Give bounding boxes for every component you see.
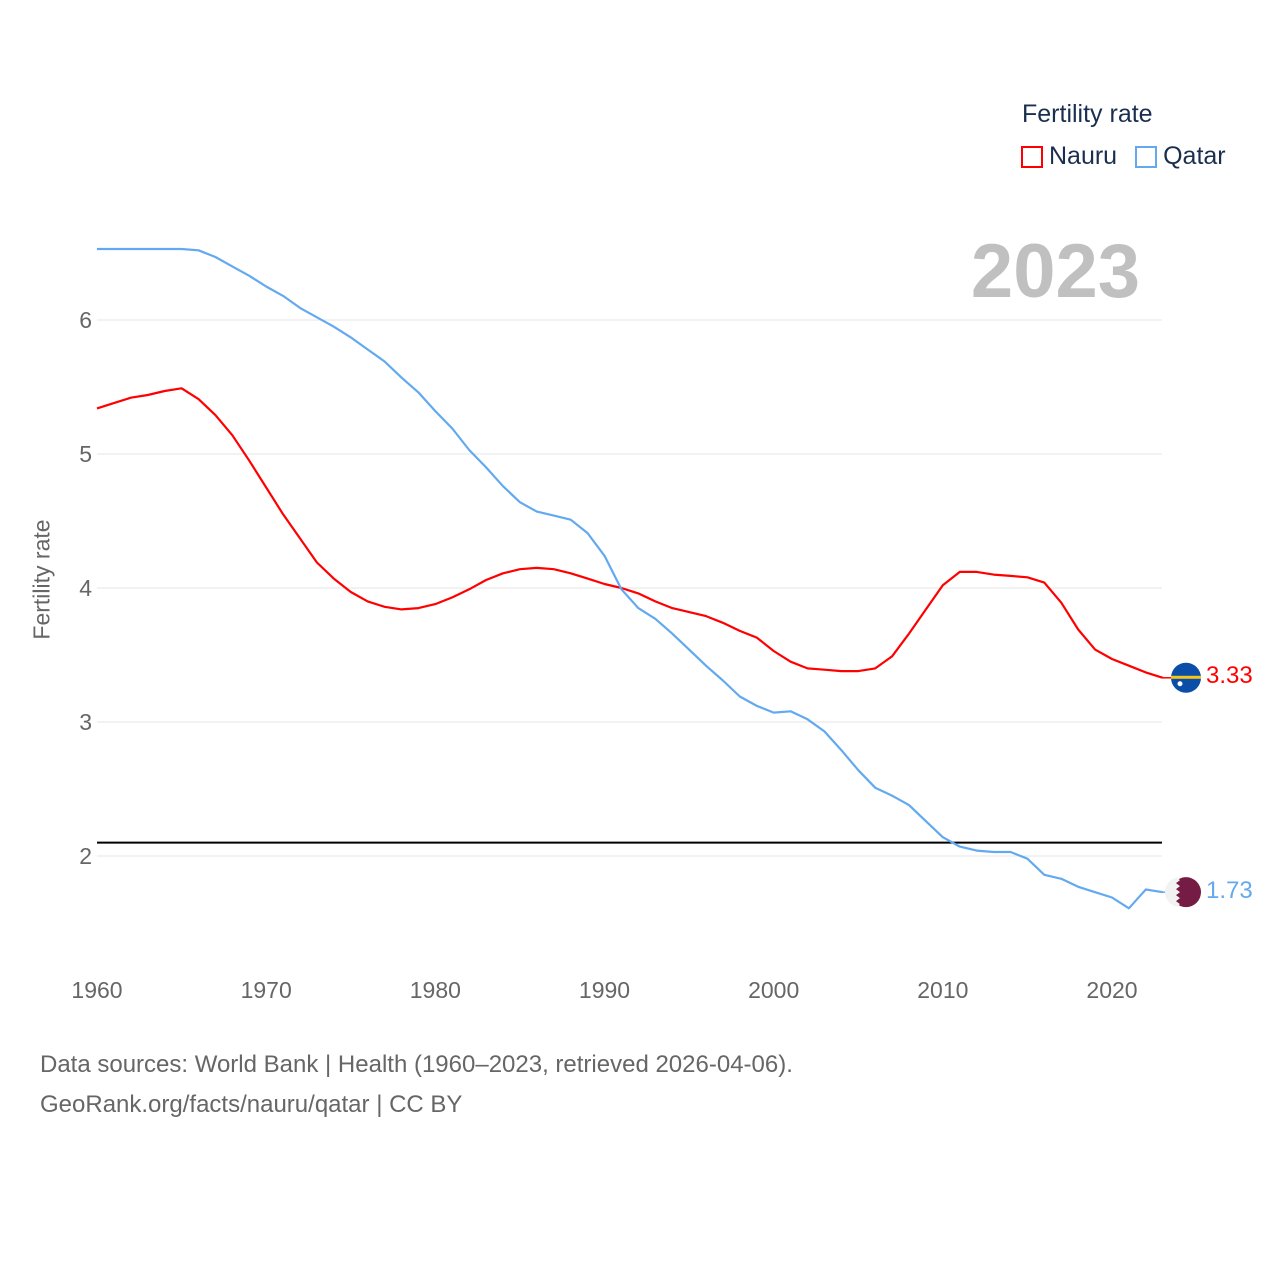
nauru-flag-star [1177, 681, 1183, 687]
x-tick-label: 2020 [1086, 977, 1137, 1003]
x-tick-label: 1960 [71, 977, 122, 1003]
qatar-flag-icon [1171, 877, 1201, 908]
legend-label-qatar: Qatar [1163, 142, 1226, 170]
end-label-nauru: 3.33 [1206, 662, 1253, 689]
x-tick-label: 1970 [241, 977, 292, 1003]
legend-swatch-nauru [1021, 145, 1043, 168]
legend: Nauru Qatar [1021, 142, 1226, 171]
current-year-label: 2023 [970, 229, 1140, 314]
y-tick-label: 4 [79, 575, 92, 601]
legend-label-nauru: Nauru [1049, 142, 1118, 170]
legend-swatch-qatar [1135, 145, 1158, 168]
data-source-text: Data sources: World Bank | Health (1960–… [40, 1051, 793, 1078]
x-tick-label: 2010 [917, 977, 968, 1003]
x-tick-label: 1980 [410, 977, 461, 1003]
legend-item-qatar[interactable]: Qatar [1135, 142, 1226, 171]
nauru-flag-stripe [1171, 675, 1201, 679]
series-line-nauru [96, 387, 1164, 679]
qatar-flag-white [1165, 877, 1180, 908]
legend-title: Fertility rate [1022, 100, 1153, 128]
y-tick-label: 6 [79, 307, 92, 333]
attribution-link[interactable]: GeoRank.org/facts/nauru/qatar | CC BY [40, 1091, 463, 1118]
legend-item-nauru[interactable]: Nauru [1021, 142, 1117, 171]
y-tick-label: 3 [79, 709, 92, 735]
end-label-qatar: 1.73 [1206, 877, 1253, 904]
x-tick-label: 1990 [579, 977, 630, 1003]
x-tick-label: 2000 [748, 977, 799, 1003]
y-tick-label: 5 [79, 441, 92, 467]
y-axis-label: Fertility rate [28, 519, 55, 640]
footer: Data sources: World Bank | Health (1960–… [40, 1045, 793, 1125]
y-tick-label: 2 [79, 843, 92, 869]
series-line-qatar [97, 247, 1163, 910]
